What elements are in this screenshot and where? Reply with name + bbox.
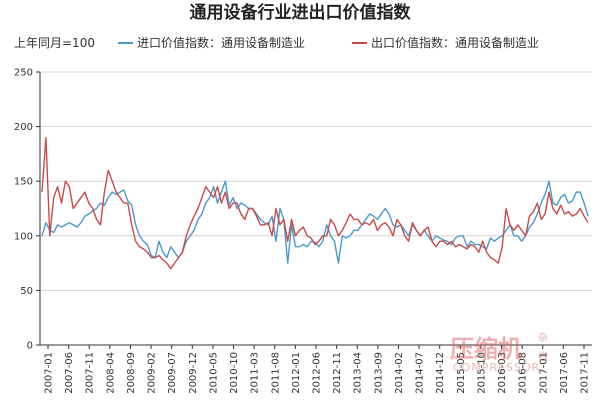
x-tick-label: 2007-06 [64, 352, 75, 394]
x-tick-label: 2012-01 [291, 352, 302, 394]
x-tick-label: 2013-09 [373, 352, 384, 394]
x-tick-label: 2007-11 [85, 352, 96, 394]
x-tick-label: 2017-11 [580, 352, 591, 394]
x-tick-label: 2012-06 [312, 352, 323, 394]
x-axis-ticks: 2007-01 2007-06 2007-11 2008-04 2008-09 2009-… [44, 345, 591, 394]
x-tick-label: 2010-05 [208, 352, 219, 394]
x-tick-label: 2014-02 [394, 352, 405, 394]
y-tick-label-100: 100 [14, 231, 33, 242]
watermark-sub: COMPRESSOR [453, 361, 540, 374]
y-tick-label-0: 0 [27, 341, 33, 352]
x-tick-label: 2017-01 [538, 352, 549, 394]
x-tick-label: 2014-12 [435, 352, 446, 394]
x-tick-label: 2016-03 [497, 352, 508, 394]
watermark: 压缩机 COMPRESSOR 杂 志 [450, 332, 548, 374]
x-tick-label: 2008-04 [105, 352, 116, 394]
x-tick-label: 2015-05 [456, 352, 467, 394]
grid-lines [40, 71, 592, 291]
x-tick-label: 2009-07 [167, 352, 178, 394]
x-tick-label: 2009-12 [188, 352, 199, 394]
series-line-export [41, 136, 589, 270]
x-tick-label: 2015-10 [476, 352, 487, 394]
legend-label-export: 出口价值指数：通用设备制造业 [371, 35, 539, 50]
chart-subtitle: 上年同月=100 [14, 36, 95, 50]
x-tick-label: 2009-02 [147, 352, 158, 394]
x-tick-label: 2013-04 [353, 352, 364, 394]
x-tick-label: 2010-10 [229, 352, 240, 394]
x-tick-label: 2008-09 [126, 352, 137, 394]
y-tick-label-50: 50 [20, 286, 33, 297]
watermark-side-bottom: 志 [538, 350, 548, 363]
y-tick-label-250: 250 [14, 68, 33, 79]
x-tick-label: 2014-07 [415, 352, 426, 394]
legend-label-import: 进口价值指数：通用设备制造业 [137, 35, 305, 50]
legend: 进口价值指数：通用设备制造业 出口价值指数：通用设备制造业 [118, 35, 539, 50]
x-tick-label: 2011-08 [270, 352, 281, 394]
y-tick-label-200: 200 [14, 122, 33, 133]
watermark-main: 压缩机 [450, 335, 522, 363]
x-tick-label: 2011-03 [250, 352, 261, 394]
series-lines [41, 136, 589, 270]
chart-title: 通用设备行业进出口价值指数 [190, 2, 412, 23]
x-tick-label: 2017-06 [559, 352, 570, 394]
y-axis-ticks: 0 50 100 150 200 250 [14, 68, 40, 352]
x-tick-label: 2007-01 [44, 352, 55, 394]
x-tick-label: 2016-08 [518, 352, 529, 394]
watermark-side-top: 杂 [538, 332, 548, 344]
x-tick-label: 2012-11 [332, 352, 343, 394]
y-tick-label-150: 150 [14, 177, 33, 188]
series-line-import [41, 180, 589, 264]
